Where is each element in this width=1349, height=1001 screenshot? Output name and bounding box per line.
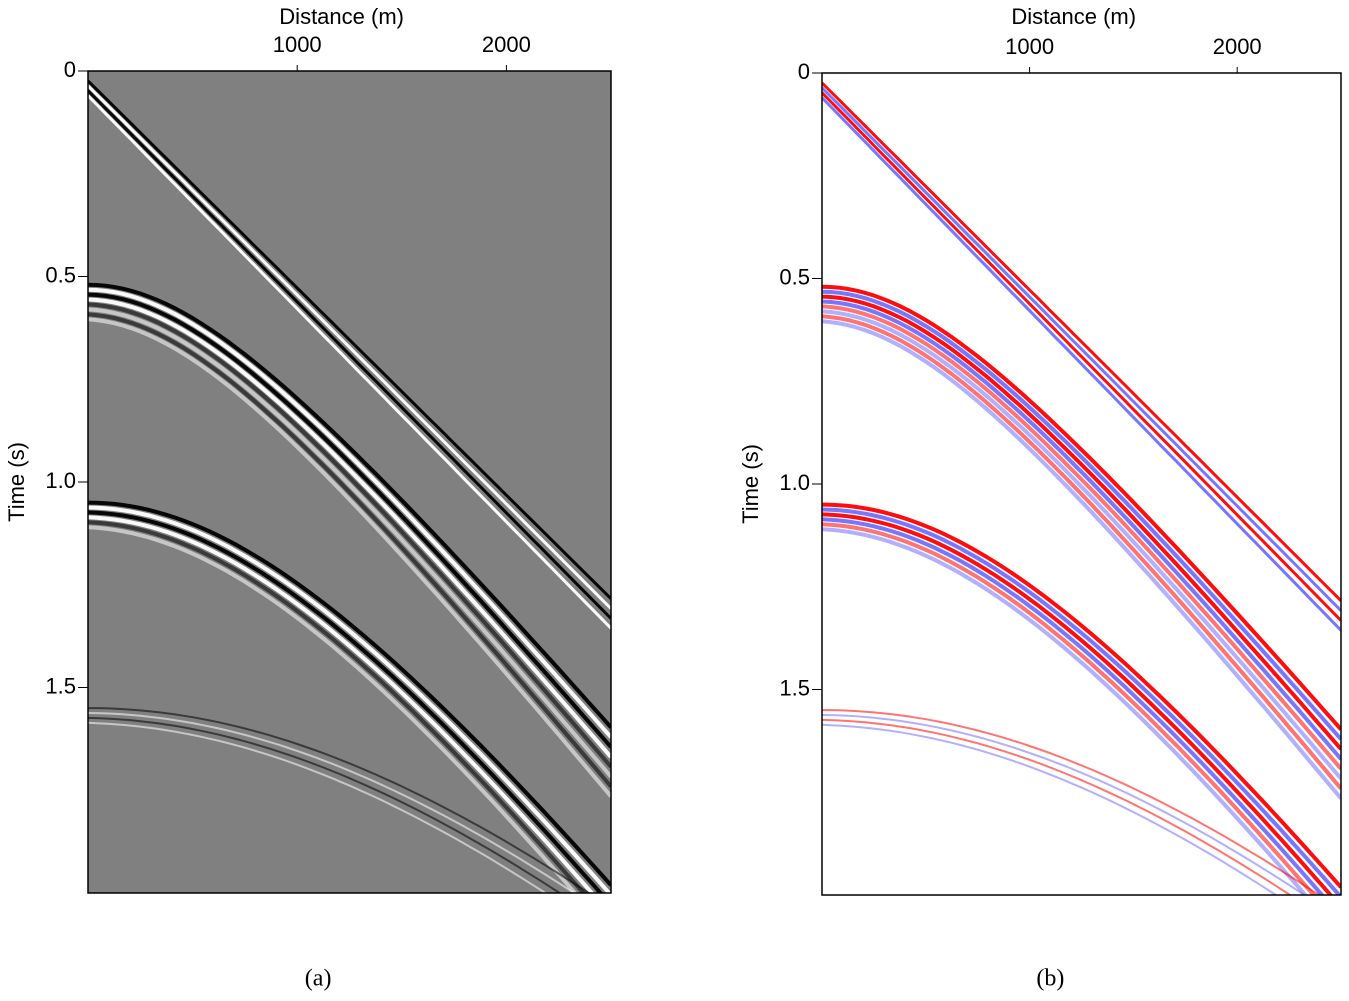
wave-event <box>88 707 591 893</box>
wave-event <box>822 723 1278 895</box>
wave-event <box>822 517 1325 895</box>
wave-event <box>88 282 611 729</box>
wave-event <box>88 520 586 893</box>
wave-event <box>822 319 1341 800</box>
wave-event <box>88 515 595 893</box>
wave-event <box>822 294 1341 751</box>
y-axis-label: Time (s) <box>738 444 763 524</box>
wave-event <box>822 512 1334 895</box>
wave-event <box>88 716 562 893</box>
wave-event <box>822 314 1341 790</box>
y-tick-label: 0.5 <box>45 262 76 287</box>
y-tick-label: 1.0 <box>779 470 810 495</box>
wave-event <box>822 502 1341 889</box>
wave-event <box>88 312 611 788</box>
x-tick-label: 1000 <box>273 32 322 57</box>
wave-event <box>822 299 1341 761</box>
wave-event <box>822 284 1341 731</box>
wave-event <box>822 91 1341 622</box>
wave-event <box>88 505 611 893</box>
wave-event <box>88 297 611 759</box>
wave-event <box>822 96 1341 632</box>
x-tick-label: 2000 <box>1213 34 1262 59</box>
seismic-image <box>822 81 1341 895</box>
wave-event <box>88 89 611 620</box>
wave-event <box>88 307 611 778</box>
wave-event <box>822 81 1341 602</box>
wave-event <box>88 510 604 893</box>
x-tick-label: 1000 <box>1005 34 1054 59</box>
wave-event <box>88 317 611 798</box>
wave-event <box>822 527 1308 895</box>
y-tick-label: 0.5 <box>779 264 810 289</box>
wave-event <box>822 709 1321 895</box>
caption: (a) <box>305 966 332 992</box>
wave-event <box>88 84 611 610</box>
x-axis-label: Distance (m) <box>279 4 404 29</box>
wave-event <box>822 86 1341 612</box>
wave-event <box>88 721 548 893</box>
x-axis-label: Distance (m) <box>1011 4 1136 29</box>
wave-event <box>822 507 1341 895</box>
wave-event <box>88 712 576 893</box>
wave-event <box>88 79 611 600</box>
wave-event <box>88 302 611 769</box>
wave-event <box>88 94 611 630</box>
y-tick-label: 0 <box>64 57 76 82</box>
wave-event <box>88 525 578 893</box>
caption: (b) <box>1036 966 1064 992</box>
y-tick-label: 1.5 <box>779 675 810 700</box>
seismic-image <box>88 79 611 893</box>
wave-event <box>822 718 1292 895</box>
y-tick-label: 1.0 <box>45 468 76 493</box>
wave-event <box>822 714 1307 895</box>
y-axis-label: Time (s) <box>4 442 29 522</box>
wave-event <box>88 500 611 887</box>
wave-event <box>822 309 1341 780</box>
wave-event <box>88 292 611 749</box>
wave-event <box>822 522 1317 895</box>
wave-event <box>822 304 1341 771</box>
wave-event <box>822 289 1341 741</box>
y-tick-label: 0 <box>798 59 810 84</box>
y-tick-label: 1.5 <box>45 673 76 698</box>
x-tick-label: 2000 <box>482 32 531 57</box>
wave-event <box>88 287 611 739</box>
